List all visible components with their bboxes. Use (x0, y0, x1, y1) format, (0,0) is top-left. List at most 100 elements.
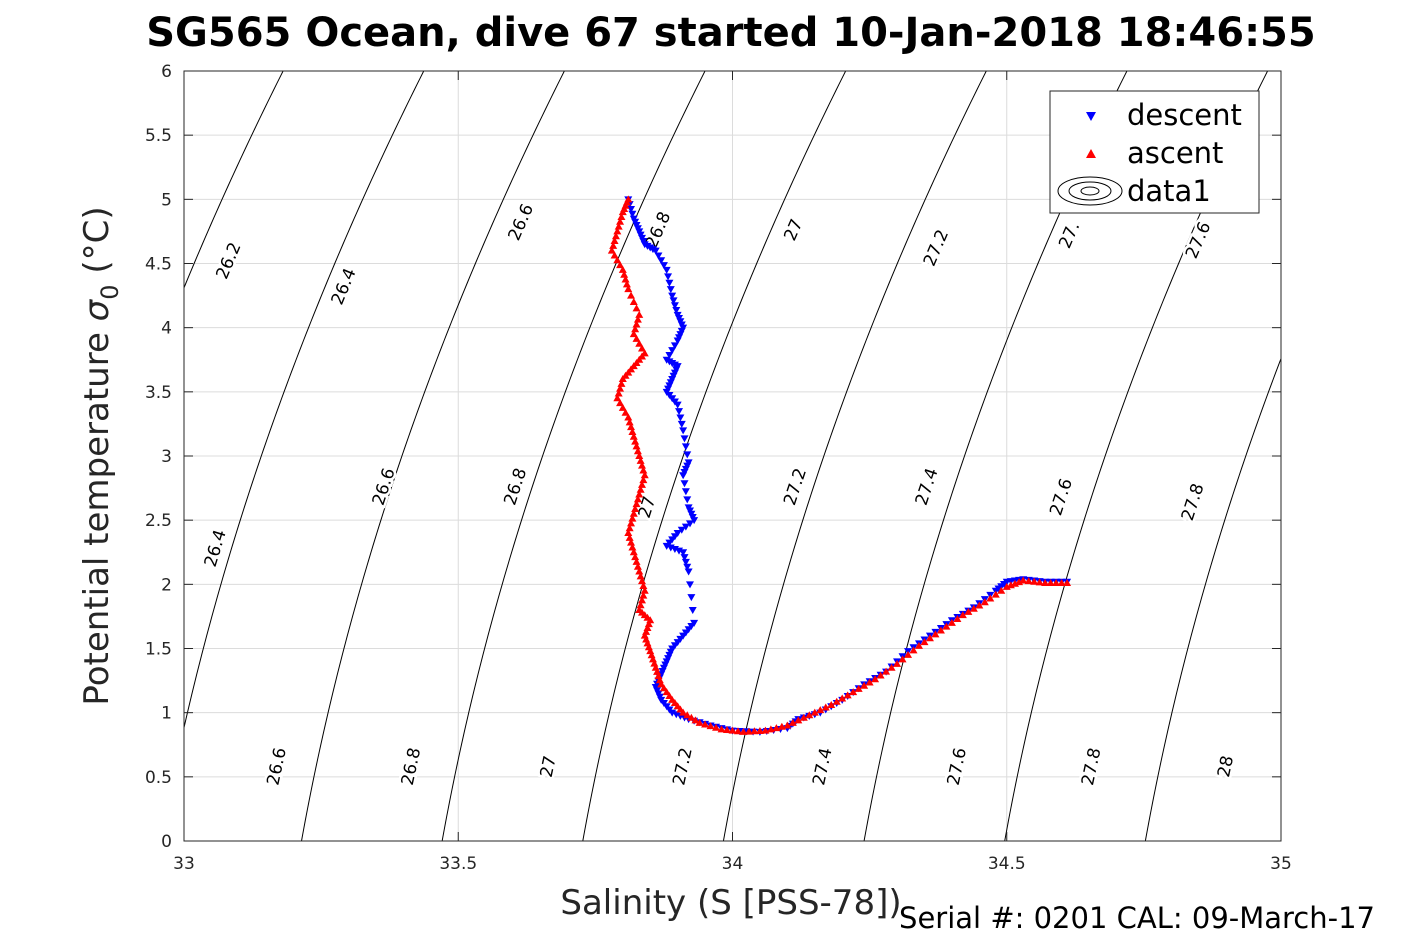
isopycnal-line (184, 71, 284, 290)
x-tick-label: 34.5 (988, 854, 1026, 874)
ascent-point (750, 727, 759, 735)
ascent-point (838, 694, 847, 702)
descent-point (673, 401, 682, 409)
ascent-point (618, 403, 627, 411)
ascent-point (1019, 576, 1028, 584)
ascent-point (616, 217, 625, 225)
descent-point (683, 451, 692, 459)
ascent-point (717, 725, 726, 733)
ascent-point (639, 581, 648, 589)
chart-title: SG565 Ocean, dive 67 started 10-Jan-2018… (146, 10, 1315, 56)
descent-point (680, 480, 689, 488)
ascent-point (920, 638, 929, 646)
x-tick-label: 33 (173, 854, 195, 874)
isopycnal-line (1286, 71, 1417, 841)
ascent-point (635, 339, 644, 347)
ascent-point (616, 261, 625, 269)
ascent-point (616, 399, 625, 407)
descent-point (679, 472, 688, 480)
ascent-point (821, 703, 830, 711)
ascent-point (613, 256, 622, 264)
descent-point (681, 558, 690, 566)
ascent-point (628, 543, 637, 551)
y-axis-label-sigma: σ (77, 298, 117, 321)
isopycnal-line (0, 71, 142, 841)
ascent-point (637, 344, 646, 352)
ascent-point (733, 727, 742, 735)
ascent-point (1024, 577, 1033, 585)
legend-box (1049, 90, 1260, 214)
ascent-point (691, 716, 700, 724)
isopycnal-line (1144, 357, 1281, 841)
ascent-point (805, 711, 814, 719)
ascent-point (723, 725, 732, 733)
ascent-point (639, 476, 648, 484)
ascent-point (629, 548, 638, 556)
ascent-point (728, 726, 737, 734)
y-axis-label-main: Potential temperature (77, 321, 117, 705)
descent-point (666, 286, 675, 294)
ascent-point (633, 315, 642, 323)
descent-point (688, 607, 697, 614)
descent-point (676, 414, 685, 422)
ascent-point (876, 671, 885, 679)
ascent-point (1030, 577, 1039, 585)
isopycnal-line (441, 71, 706, 841)
x-axis-label: Salinity (S [PSS-78]) (560, 883, 901, 923)
ascent-point (625, 524, 634, 532)
descent-point (677, 420, 686, 428)
legend-descent-label: descent (1127, 98, 1242, 132)
ascent-point (631, 504, 640, 512)
ascent-point (635, 490, 644, 498)
descent-point (680, 554, 689, 562)
descent-point (662, 266, 671, 274)
ascent-point (964, 607, 973, 615)
ascent-point (651, 663, 660, 671)
descent-point (654, 252, 663, 260)
y-axis-label-unit: (°C) (77, 206, 117, 284)
descent-point (657, 257, 666, 265)
ascent-point (637, 461, 646, 469)
ascent-point (914, 641, 923, 649)
descent-point (683, 496, 692, 504)
ascent-point (695, 718, 704, 726)
descent-point (677, 526, 686, 534)
descent-point (668, 347, 677, 355)
y-axis-label: Potential temperature σ0 (°C) (77, 206, 124, 705)
ascent-point (755, 726, 764, 734)
ascent-point (647, 651, 656, 659)
ascent-point (860, 681, 869, 689)
ascent-point (849, 688, 858, 696)
ascent-point (843, 691, 852, 699)
ascent-point (854, 684, 863, 692)
y-tick-label: 1.5 (145, 640, 172, 660)
descent-point (690, 517, 699, 525)
ascent-point (631, 325, 640, 333)
descent-point (628, 210, 637, 218)
ascent-point (633, 562, 642, 570)
ascent-point (909, 646, 918, 654)
descent-point (673, 337, 682, 345)
ascent-point (639, 466, 648, 474)
descent-point (684, 568, 693, 576)
ascent-point (628, 427, 637, 435)
ascent-point (931, 630, 940, 638)
ascent-point (654, 672, 663, 680)
ascent-point (871, 675, 880, 683)
ascent-point (1041, 579, 1050, 587)
ascent-point (991, 590, 1000, 598)
grid (183, 70, 1282, 842)
ascent-point (618, 208, 627, 216)
ascent-point (628, 514, 637, 522)
descent-point (683, 563, 692, 571)
ascent-point (621, 275, 630, 283)
descent-point (681, 443, 690, 451)
ascent-point (627, 519, 636, 527)
ascent-point (639, 591, 648, 599)
ascent-point (648, 655, 657, 663)
legend-contour-icon (1057, 176, 1123, 206)
ascent-point (635, 567, 644, 575)
descent-point (672, 307, 681, 315)
y-tick-label: 3.5 (145, 383, 172, 403)
ascent-point (636, 456, 645, 464)
